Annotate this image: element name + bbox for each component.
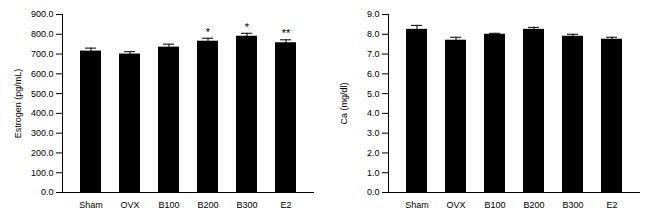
svg-text:700.0: 700.0 (31, 49, 54, 59)
svg-text:800.0: 800.0 (31, 29, 54, 39)
svg-text:7.0: 7.0 (367, 49, 380, 59)
svg-text:3.0: 3.0 (367, 128, 380, 138)
svg-text:Sham: Sham (405, 200, 429, 210)
svg-text:B100: B100 (158, 200, 179, 210)
svg-text:B200: B200 (523, 200, 544, 210)
svg-text:OVX: OVX (120, 200, 139, 210)
svg-text:2.0: 2.0 (367, 148, 380, 158)
svg-text:600.0: 600.0 (31, 69, 54, 79)
svg-text:1.0: 1.0 (367, 168, 380, 178)
svg-text:B200: B200 (197, 200, 218, 210)
svg-text:B300: B300 (236, 200, 257, 210)
svg-text:OVX: OVX (446, 200, 465, 210)
svg-text:8.0: 8.0 (367, 29, 380, 39)
svg-text:200.0: 200.0 (31, 148, 54, 158)
svg-text:0.0: 0.0 (367, 187, 380, 197)
svg-text:5.0: 5.0 (367, 88, 380, 98)
svg-text:400.0: 400.0 (31, 108, 54, 118)
svg-text:900.0: 900.0 (31, 9, 54, 19)
svg-text:500.0: 500.0 (31, 88, 54, 98)
svg-text:Ca (mg/dl): Ca (mg/dl) (339, 82, 349, 124)
svg-text:0.0: 0.0 (41, 187, 54, 197)
svg-text:100.0: 100.0 (31, 168, 54, 178)
svg-text:**: ** (282, 27, 291, 39)
svg-text:*: * (245, 21, 250, 33)
svg-text:Sham: Sham (79, 200, 103, 210)
svg-text:9.0: 9.0 (367, 9, 380, 19)
svg-text:Estrogen (pg/mL): Estrogen (pg/mL) (13, 69, 23, 139)
svg-text:4.0: 4.0 (367, 108, 380, 118)
svg-text:300.0: 300.0 (31, 128, 54, 138)
svg-text:B300: B300 (562, 200, 583, 210)
svg-text:6.0: 6.0 (367, 69, 380, 79)
svg-text:E2: E2 (280, 200, 291, 210)
svg-text:*: * (206, 26, 211, 38)
svg-text:E2: E2 (606, 200, 617, 210)
svg-text:B100: B100 (484, 200, 505, 210)
